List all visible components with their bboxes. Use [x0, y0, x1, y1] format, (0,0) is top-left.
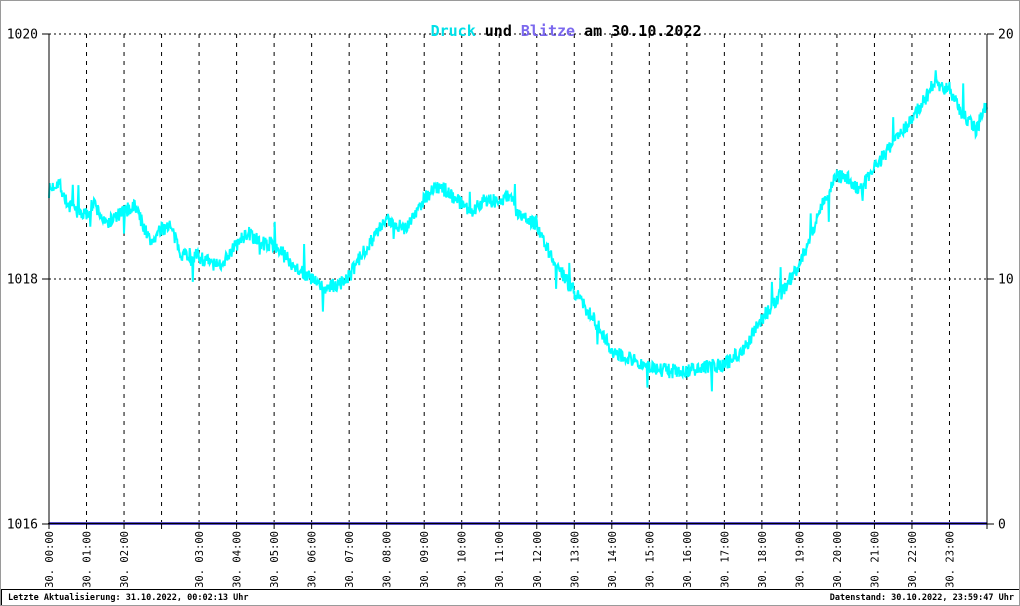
x-axis-label: 30. 21:00	[869, 531, 881, 588]
x-axis-label: 30. 18:00	[757, 531, 769, 588]
title-und: und	[475, 22, 521, 40]
x-axis-label: 30. 08:00	[382, 531, 394, 588]
x-axis-label: 30. 10:00	[457, 531, 469, 588]
y-axis-label-left: 1018	[7, 273, 38, 288]
y-axis-label-left: 1020	[7, 28, 38, 43]
x-axis-label: 30. 15:00	[644, 531, 656, 588]
x-axis-label: 30. 16:00	[682, 531, 694, 588]
x-axis-label: 30. 17:00	[719, 531, 731, 588]
title-blitze-series: Blitze	[520, 22, 576, 40]
x-axis-label: 30. 22:00	[907, 531, 919, 588]
x-axis-label: 30. 06:00	[307, 531, 319, 588]
x-axis-label: 30. 03:00	[194, 531, 206, 588]
x-axis-label: 30. 19:00	[794, 531, 806, 588]
y-axis-label-left: 1016	[7, 518, 38, 533]
y-axis-label-right: 10	[998, 273, 1014, 288]
x-axis-label: 30. 09:00	[419, 531, 431, 588]
pressure-series-line	[48, 70, 988, 392]
x-axis-label: 30. 04:00	[232, 531, 244, 588]
chart-title: Druck und Blitze am 30.10.2022	[77, 4, 1019, 58]
y-axis-label-right: 20	[998, 28, 1014, 43]
x-axis-label: 30. 05:00	[269, 531, 281, 588]
footer-data-state: Datenstand: 30.10.2022, 23:59:47 Uhr	[829, 593, 1014, 603]
y-axis-label-right: 0	[998, 518, 1006, 533]
title-druck-series: Druck	[430, 22, 476, 40]
title-date: am 30.10.2022	[575, 22, 702, 40]
x-axis-label: 30. 14:00	[607, 531, 619, 588]
x-axis-label: 30. 12:00	[532, 531, 544, 588]
x-axis-label: 30. 23:00	[944, 531, 956, 588]
x-axis-label: 30. 02:00	[119, 531, 131, 588]
x-axis-label: 30. 20:00	[832, 531, 844, 588]
x-axis-label: 30. 11:00	[494, 531, 506, 588]
x-axis-label: 30. 01:00	[82, 531, 94, 588]
x-axis-label: 30. 13:00	[569, 531, 581, 588]
pressure-lightning-chart: 1020 1018 1016 20 10 0 30. 00:00 30. 01:00 30. 0…	[7, 28, 1014, 588]
x-axis-label: 30. 07:00	[344, 531, 356, 588]
footer-last-update: Letzte Aktualisierung: 31.10.2022, 00:02…	[8, 593, 249, 603]
x-axis-label: 30. 00:00	[44, 531, 56, 588]
footer-bar: Letzte Aktualisierung: 31.10.2022, 00:02…	[1, 589, 1019, 605]
